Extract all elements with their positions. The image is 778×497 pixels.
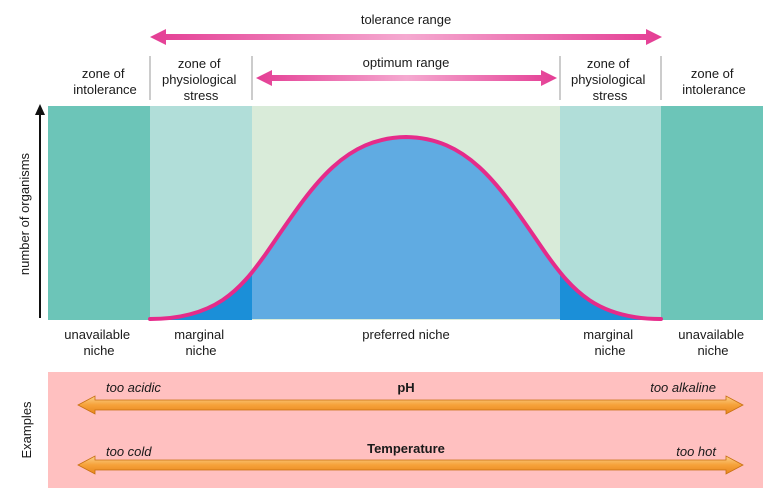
niche-label-right-marginal: marginal niche	[583, 327, 636, 358]
y-axis-label: number of organisms	[17, 152, 32, 275]
zone-dividers	[149, 56, 662, 100]
niche-label-preferred: preferred niche	[362, 327, 449, 342]
stress-zone-right	[560, 106, 661, 320]
ph-right-label: too alkaline	[650, 380, 716, 395]
ph-left-label: too acidic	[106, 380, 161, 395]
temperature-left-label: too cold	[106, 444, 152, 459]
niche-label-left-marginal: marginal niche	[174, 327, 227, 358]
tolerance-range-label: tolerance range	[361, 12, 451, 27]
y-axis	[35, 104, 45, 318]
zone-label-left-intolerance: zone of intolerance	[73, 66, 137, 97]
tolerance-range-arrow	[150, 29, 662, 45]
niche-label-left-unavailable: unavailable niche	[64, 327, 133, 358]
temperature-arrow	[77, 455, 744, 475]
ph-title: pH	[397, 380, 414, 395]
optimum-range-label: optimum range	[363, 55, 450, 70]
intolerance-zone-right	[661, 106, 763, 320]
zone-label-right-stress: zone of physiological stress	[571, 56, 649, 103]
ph-arrow	[77, 395, 744, 415]
marginal-niche-fill-right	[560, 272, 661, 320]
zone-label-left-stress: zone of physiological stress	[162, 56, 240, 103]
marginal-niche-fill-left	[150, 272, 252, 320]
zone-label-right-intolerance: zone of intolerance	[682, 66, 746, 97]
population-curve	[148, 134, 663, 321]
stress-zone-left	[150, 106, 252, 320]
temperature-right-label: too hot	[676, 444, 717, 459]
temperature-title: Temperature	[367, 441, 445, 456]
optimum-range-arrow	[256, 70, 557, 86]
niche-label-right-unavailable: unavailable niche	[678, 327, 747, 358]
examples-label: Examples	[19, 401, 34, 459]
intolerance-zone-left	[48, 106, 150, 320]
population-curve-fill	[150, 137, 661, 319]
